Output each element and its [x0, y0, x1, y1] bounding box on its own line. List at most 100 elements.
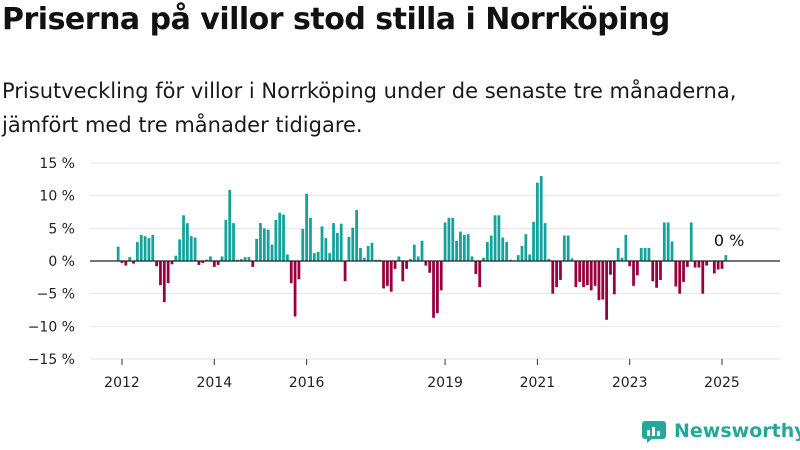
- bar: [301, 228, 305, 261]
- bar: [555, 261, 558, 288]
- x-tick-label: 2012: [104, 375, 140, 391]
- bar: [662, 222, 666, 261]
- bar: [551, 261, 555, 294]
- bar: [205, 259, 208, 261]
- bar: [612, 261, 616, 295]
- bar: [362, 257, 366, 261]
- bar: [466, 234, 470, 261]
- bar: [720, 261, 724, 269]
- y-tick-label: −15 %: [28, 352, 75, 368]
- bar: [378, 259, 382, 261]
- bar: [339, 223, 343, 261]
- bar: [189, 236, 193, 261]
- bar: [428, 261, 432, 273]
- bar: [201, 261, 205, 263]
- x-tick-label: 2023: [612, 375, 648, 391]
- bar: [266, 229, 270, 261]
- latest-value-annotation: 0 %: [714, 231, 744, 250]
- bar: [666, 222, 670, 261]
- bars: [116, 176, 728, 320]
- bar: [278, 212, 282, 261]
- bar: [559, 261, 562, 280]
- bar: [320, 226, 324, 261]
- y-tick-label: −5 %: [37, 287, 75, 303]
- bar: [355, 210, 358, 261]
- bar: [459, 231, 462, 261]
- bar: [593, 261, 597, 286]
- bar: [574, 261, 578, 288]
- bar: [162, 261, 166, 303]
- bar: [251, 261, 255, 267]
- bar: [332, 223, 335, 261]
- bar: [689, 222, 693, 261]
- bar: [693, 261, 697, 268]
- bar: [224, 219, 228, 261]
- bar: [474, 261, 478, 275]
- x-tick-label: 2014: [196, 375, 232, 391]
- bar: [601, 261, 605, 300]
- bar: [589, 261, 593, 291]
- bar: [578, 261, 582, 282]
- y-tick-label: 15 %: [39, 156, 75, 172]
- bar: [682, 261, 685, 282]
- bar: [401, 261, 405, 282]
- bar: [155, 261, 158, 267]
- bar: [624, 234, 628, 261]
- bar: [412, 244, 416, 261]
- bar: [586, 261, 589, 286]
- bar: [528, 254, 532, 261]
- bar: [389, 261, 393, 292]
- bar: [520, 245, 524, 261]
- y-tick-label: −10 %: [28, 319, 75, 335]
- bar: [116, 246, 120, 261]
- bar: [282, 214, 285, 261]
- bar: [366, 245, 370, 261]
- bar: [632, 261, 635, 286]
- bar: [239, 259, 243, 261]
- bar: [486, 242, 489, 261]
- bar: [316, 251, 320, 261]
- bar: [289, 261, 293, 284]
- bar: [620, 257, 624, 261]
- bar: [370, 242, 374, 261]
- bar: [566, 235, 570, 261]
- bar: [420, 240, 424, 261]
- bar: [328, 253, 332, 261]
- bar: [397, 256, 401, 261]
- bar: [286, 254, 289, 261]
- bar: [209, 256, 212, 261]
- bar: [139, 234, 143, 261]
- bar: [120, 261, 124, 263]
- bar: [482, 257, 485, 261]
- bar: [293, 261, 297, 317]
- bar: [701, 261, 705, 294]
- bar: [151, 234, 155, 261]
- bar: [424, 261, 428, 266]
- bar: [128, 257, 132, 261]
- x-tick-label: 2021: [520, 375, 556, 391]
- bar: [532, 221, 535, 261]
- bar: [497, 215, 501, 261]
- bar: [347, 236, 351, 261]
- bar: [686, 261, 689, 267]
- bar: [697, 261, 701, 268]
- bar: [193, 237, 197, 261]
- bar: [305, 193, 308, 261]
- bar: [236, 259, 239, 261]
- bar: [174, 255, 178, 261]
- bar: [170, 261, 174, 265]
- bar: [439, 261, 443, 291]
- x-tick-label: 2025: [704, 375, 740, 391]
- bar: [262, 228, 266, 261]
- bar: [136, 242, 139, 261]
- bar: [220, 256, 224, 261]
- bar: [462, 234, 466, 261]
- bar: [659, 261, 662, 280]
- bar: [501, 237, 505, 261]
- bar: [132, 261, 135, 264]
- bar: [393, 261, 397, 269]
- bar: [382, 261, 385, 289]
- bar: [636, 261, 639, 276]
- bar: [716, 261, 720, 270]
